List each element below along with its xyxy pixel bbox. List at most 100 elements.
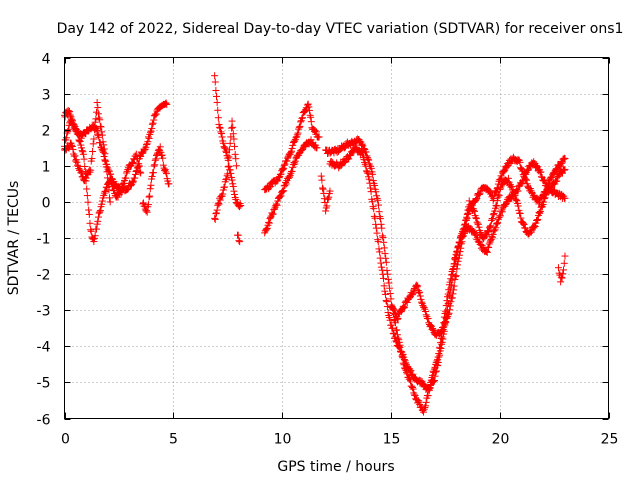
data-point: [487, 216, 495, 224]
data-point: [496, 185, 504, 193]
data-point: [288, 144, 296, 152]
x-tick-label: 20: [492, 432, 510, 448]
data-point: [450, 282, 458, 290]
data-point: [487, 235, 495, 243]
data-point: [267, 183, 275, 191]
data-point: [229, 130, 237, 138]
data-point: [460, 228, 468, 236]
data-point: [446, 302, 454, 310]
data-point: [420, 405, 428, 413]
data-point: [386, 284, 394, 292]
data-point: [557, 273, 565, 281]
data-point: [218, 133, 226, 141]
data-point: [535, 208, 543, 216]
data-point: [234, 231, 242, 239]
data-point: [211, 214, 219, 222]
data-point: [504, 174, 512, 182]
data-point: [299, 114, 307, 122]
data-point: [452, 272, 460, 280]
data-point: [489, 230, 497, 238]
data-point: [486, 223, 494, 231]
data-point: [421, 402, 429, 410]
data-point: [69, 145, 77, 153]
data-point: [213, 206, 221, 214]
data-point: [394, 314, 402, 322]
data-point: [81, 163, 89, 171]
data-point: [379, 270, 387, 278]
data-point: [416, 292, 424, 300]
data-point: [298, 114, 306, 122]
data-point: [377, 259, 385, 267]
data-point: [452, 273, 460, 281]
data-point: [496, 212, 504, 220]
data-point: [368, 198, 376, 206]
data-point: [378, 232, 386, 240]
data-point: [214, 114, 222, 122]
data-point: [132, 150, 140, 158]
data-point: [364, 169, 372, 177]
data-point: [144, 201, 152, 209]
data-point: [305, 106, 313, 114]
data-point: [68, 141, 76, 149]
data-point: [64, 126, 72, 134]
data-point: [131, 170, 139, 178]
data-point: [211, 72, 219, 80]
data-point: [235, 237, 243, 245]
data-point: [227, 124, 235, 132]
data-point: [522, 176, 530, 184]
data-point: [279, 166, 287, 174]
data-point: [436, 351, 444, 359]
data-point: [301, 107, 309, 115]
data-point: [438, 338, 446, 346]
data-point: [375, 208, 383, 216]
data-point: [376, 254, 384, 262]
data-point: [136, 168, 144, 176]
data-point: [390, 329, 398, 337]
data-point: [533, 216, 541, 224]
data-point: [284, 154, 292, 162]
data-point: [363, 168, 371, 176]
x-axis-label: GPS time / hours: [277, 459, 394, 475]
data-point: [102, 188, 110, 196]
data-point: [475, 190, 483, 198]
data-point: [262, 226, 270, 234]
data-point: [273, 201, 281, 209]
data-point: [540, 195, 548, 203]
data-point: [495, 214, 503, 222]
data-point: [281, 181, 289, 189]
data-point: [150, 116, 158, 124]
data-point: [232, 162, 240, 170]
data-point: [561, 155, 569, 163]
data-point: [85, 206, 93, 214]
data-point: [153, 150, 161, 158]
data-point: [383, 298, 391, 306]
data-point: [151, 111, 159, 119]
data-point: [91, 126, 99, 134]
data-point: [236, 238, 244, 246]
data-point: [485, 243, 493, 251]
data-point: [68, 143, 76, 151]
data-point: [475, 223, 483, 231]
data-point: [123, 169, 131, 177]
data-point: [459, 232, 467, 240]
data-point: [512, 196, 520, 204]
data-point: [224, 156, 232, 164]
data-point: [451, 276, 459, 284]
data-point: [96, 116, 104, 124]
data-point: [217, 128, 225, 136]
data-point: [411, 391, 419, 399]
data-point: [162, 168, 170, 176]
data-point: [371, 181, 379, 189]
data-point: [285, 173, 293, 181]
data-point: [129, 177, 137, 185]
data-point: [305, 103, 313, 111]
data-point: [290, 159, 298, 167]
data-point: [447, 298, 455, 306]
data-point: [215, 200, 223, 208]
data-point: [265, 219, 273, 227]
data-point: [66, 107, 74, 115]
data-point: [561, 194, 569, 202]
data-point: [365, 175, 373, 183]
data-point: [467, 201, 475, 209]
